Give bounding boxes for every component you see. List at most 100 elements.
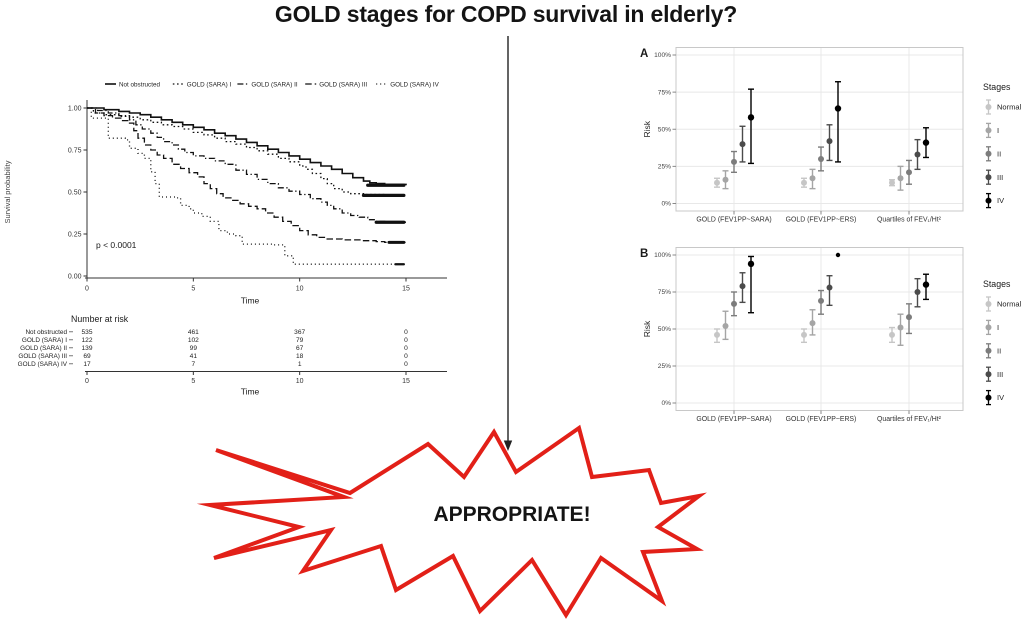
risk-point	[914, 289, 921, 295]
risk-point	[722, 176, 729, 183]
svg-text:15: 15	[402, 378, 410, 385]
svg-text:Normal: Normal	[997, 103, 1022, 112]
risk-point	[922, 139, 930, 146]
risk-point	[801, 179, 807, 186]
svg-text:0: 0	[85, 378, 89, 385]
svg-text:50%: 50%	[658, 126, 671, 133]
risk-point	[747, 114, 755, 121]
svg-text:7: 7	[191, 361, 195, 368]
risk-point	[818, 155, 824, 162]
svg-text:GOLD (SARA) I: GOLD (SARA) I	[187, 81, 232, 88]
risk-point	[906, 169, 912, 176]
svg-text:0.75: 0.75	[68, 147, 82, 154]
svg-text:25%: 25%	[658, 363, 671, 370]
svg-text:Quartiles of FEV₁/Ht²: Quartiles of FEV₁/Ht²	[877, 217, 942, 224]
km-risk-table: Number at risk Not obstructed 535 461 367 0 GO…	[18, 314, 447, 397]
svg-text:0.50: 0.50	[68, 189, 82, 196]
svg-text:Normal: Normal	[997, 300, 1022, 309]
p-value: p < 0.0001	[96, 240, 137, 250]
svg-text:GOLD (SARA) II: GOLD (SARA) II	[20, 345, 67, 352]
risk-point	[897, 324, 904, 331]
svg-text:GOLD (FEV1PP~ERS): GOLD (FEV1PP~ERS)	[786, 416, 857, 423]
risk-point	[731, 300, 737, 307]
svg-text:B: B	[640, 248, 648, 260]
svg-text:67: 67	[296, 345, 304, 352]
svg-text:1.00: 1.00	[68, 105, 82, 112]
risk-point	[722, 323, 729, 330]
svg-text:79: 79	[296, 337, 304, 344]
svg-text:GOLD (SARA) II: GOLD (SARA) II	[251, 81, 297, 88]
svg-text:0: 0	[404, 337, 408, 344]
starburst-shape	[196, 424, 707, 619]
svg-text:75%: 75%	[658, 289, 671, 296]
svg-text:Risk: Risk	[642, 320, 652, 337]
km-curve-3	[87, 107, 406, 223]
svg-text:100%: 100%	[654, 52, 671, 59]
svg-text:Quartiles of FEV₁/Ht²: Quartiles of FEV₁/Ht²	[877, 416, 942, 423]
km-curve-5	[87, 107, 406, 265]
svg-text:0: 0	[85, 286, 89, 293]
svg-text:I: I	[997, 323, 999, 332]
svg-text:0: 0	[404, 345, 408, 352]
svg-text:GOLD (SARA) IV: GOLD (SARA) IV	[390, 81, 439, 88]
down-arrow	[503, 36, 513, 451]
risk-point	[731, 158, 737, 165]
svg-text:0: 0	[404, 361, 408, 368]
svg-text:0%: 0%	[661, 201, 671, 208]
risk-point	[809, 320, 816, 327]
svg-text:GOLD (FEV1PP~SARA): GOLD (FEV1PP~SARA)	[696, 217, 771, 224]
km-curve-4	[87, 107, 406, 244]
svg-text:GOLD (SARA) III: GOLD (SARA) III	[18, 353, 67, 360]
svg-text:25%: 25%	[658, 164, 671, 171]
risk-panel-A: 0% 25% 50% 75% 100% GOLD (FEV1PP~SARA) GOLD (F…	[640, 47, 964, 224]
risk-point	[739, 283, 746, 290]
risk-point	[801, 331, 807, 338]
svg-text:75%: 75%	[658, 89, 671, 96]
svg-text:122: 122	[81, 337, 92, 344]
risk-point	[906, 314, 912, 321]
svg-text:III: III	[997, 370, 1003, 379]
risk-point	[826, 284, 833, 291]
risk-point	[714, 331, 720, 338]
risk-point	[897, 175, 904, 182]
svg-text:Not obstructed: Not obstructed	[119, 81, 160, 88]
svg-text:15: 15	[402, 286, 410, 293]
km-curve-2	[87, 107, 406, 197]
svg-text:Survival probability: Survival probability	[3, 160, 12, 223]
risk-point	[835, 252, 841, 258]
risk-point	[889, 331, 895, 338]
svg-text:102: 102	[188, 337, 199, 344]
svg-text:II: II	[997, 149, 1001, 158]
svg-text:Time: Time	[241, 387, 260, 397]
svg-text:5: 5	[191, 286, 195, 293]
figure-title: GOLD stages for COPD survival in elderly…	[274, 1, 738, 27]
svg-text:GOLD (SARA) IV: GOLD (SARA) IV	[18, 361, 68, 368]
svg-text:0: 0	[404, 329, 408, 336]
svg-text:0.00: 0.00	[68, 273, 82, 280]
risk-point	[747, 260, 755, 268]
svg-text:461: 461	[188, 329, 199, 336]
svg-text:Time: Time	[241, 296, 260, 306]
svg-text:17: 17	[83, 361, 91, 368]
risk-point	[914, 151, 921, 158]
svg-text:IV: IV	[997, 196, 1004, 205]
svg-text:GOLD (SARA) I: GOLD (SARA) I	[22, 337, 67, 344]
svg-text:69: 69	[83, 353, 91, 360]
svg-text:100%: 100%	[654, 252, 671, 259]
svg-text:Risk: Risk	[642, 120, 652, 137]
svg-text:IV: IV	[997, 393, 1004, 402]
risk-point	[714, 179, 720, 186]
risk-point	[818, 297, 824, 304]
svg-text:0%: 0%	[661, 400, 671, 407]
burst-text: APPROPRIATE!	[433, 503, 591, 526]
svg-text:5: 5	[191, 378, 195, 385]
km-curve-1	[87, 107, 407, 186]
svg-text:99: 99	[190, 345, 198, 352]
svg-text:10: 10	[296, 286, 304, 293]
svg-text:50%: 50%	[658, 326, 671, 333]
